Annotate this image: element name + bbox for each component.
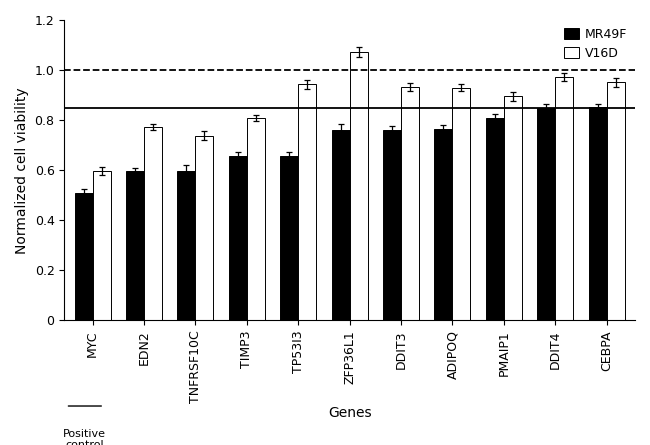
Legend: MR49F, V16D: MR49F, V16D: [559, 23, 632, 65]
X-axis label: Genes: Genes: [328, 406, 371, 420]
Bar: [350, 52, 368, 320]
Bar: [144, 127, 162, 320]
Bar: [555, 77, 573, 320]
Y-axis label: Normalized cell viability: Normalized cell viability: [15, 87, 29, 254]
Text: Positive
control: Positive control: [63, 429, 107, 445]
Bar: [589, 107, 606, 320]
Bar: [92, 171, 111, 320]
Bar: [452, 88, 471, 320]
Bar: [538, 108, 555, 320]
Bar: [177, 171, 196, 320]
Bar: [486, 118, 504, 320]
Bar: [383, 129, 401, 320]
Bar: [504, 97, 522, 320]
Bar: [332, 129, 350, 320]
Bar: [298, 85, 316, 320]
Bar: [401, 87, 419, 320]
Bar: [196, 136, 213, 320]
Bar: [126, 171, 144, 320]
Bar: [229, 157, 247, 320]
Bar: [75, 193, 92, 320]
Bar: [434, 129, 452, 320]
Bar: [247, 118, 265, 320]
Bar: [280, 157, 298, 320]
Bar: [606, 82, 625, 320]
